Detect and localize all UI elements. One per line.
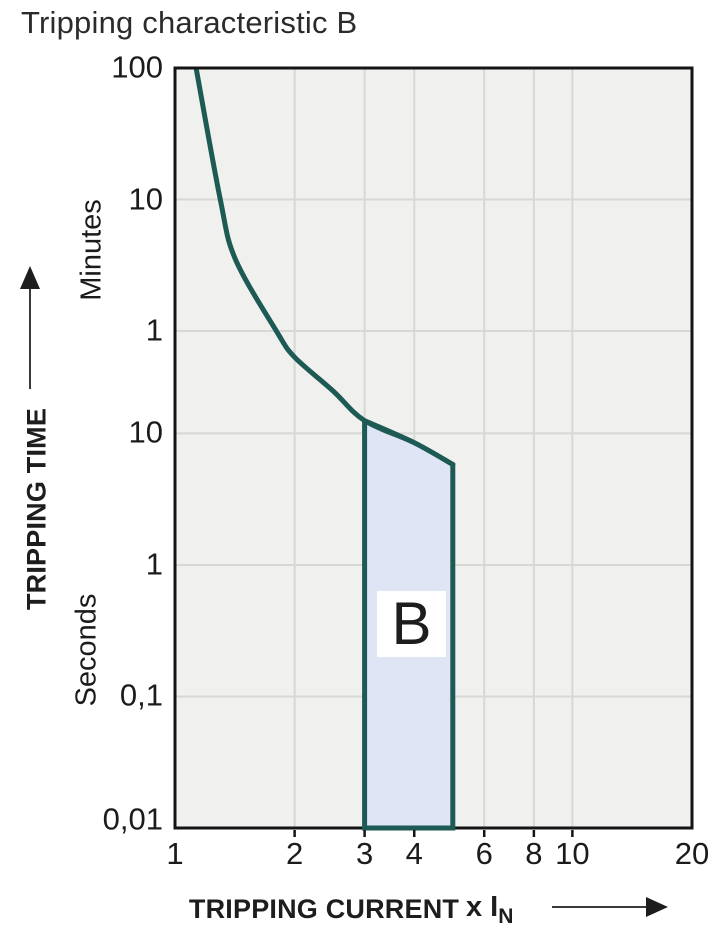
- tripping-band: [362, 416, 456, 831]
- chart-title: Tripping characteristic B: [21, 5, 358, 40]
- tripping-curve: [193, 69, 456, 467]
